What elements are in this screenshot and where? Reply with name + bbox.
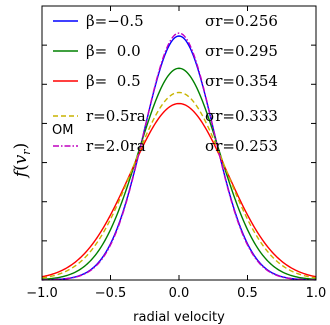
x-tick-label-1: −0.5 [95,286,127,301]
legend: β=−0.5 σr=0.256 β= 0.0 σr=0.295 β= 0.5 σr=0.3… [53,12,278,155]
y-axis-label-close: ) [11,143,31,150]
y-axis-label-sub: r [20,149,33,155]
legend-label-2: β= 0.5 [86,72,141,90]
series-line-4 [41,32,317,281]
series-line-3 [41,91,317,279]
y-axis-label-f: f [11,168,31,179]
legend-label-1: β= 0.0 [86,42,141,60]
x-ticks: −1.0 −0.5 0.0 0.5 1.0 [26,6,326,301]
plot-area [42,6,316,280]
y-ticks [42,5,316,281]
legend-sigma-1: σr=0.295 [205,42,278,60]
legend-label-3: r=0.5ra [86,107,146,125]
x-tick-label-0: −1.0 [26,286,58,301]
legend-sigma-3: σr=0.333 [205,107,278,125]
curves-layer [41,32,317,281]
legend-label-0: β=−0.5 [86,12,144,30]
y-axis-label-v: v [11,154,31,164]
y-axis-label: f(vr) [11,143,33,179]
series-line-1 [41,67,317,281]
legend-label-4: r=2.0ra [86,137,146,155]
x-tick-label-3: 0.5 [237,286,258,301]
x-tick-label-2: 0.0 [169,286,190,301]
legend-sigma-2: σr=0.354 [205,72,278,90]
x-tick-label-4: 1.0 [306,286,327,301]
x-axis-label: radial velocity [133,310,225,325]
y-axis-label-text: f(vr) [11,143,33,179]
legend-sigma-0: σr=0.256 [205,12,278,30]
om-label: OM [52,123,73,138]
series-line-2 [41,102,317,278]
y-axis-label-open: ( [11,164,31,171]
legend-sigma-4: σr=0.253 [205,137,278,155]
